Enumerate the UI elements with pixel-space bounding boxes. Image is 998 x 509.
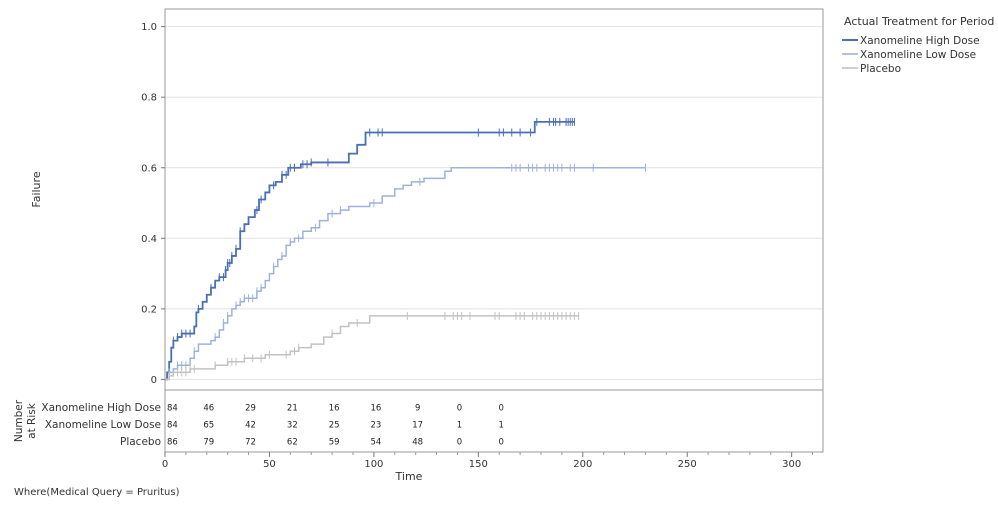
- risk-count: 23: [370, 421, 381, 431]
- where-clause-footnote: Where(Medical Query = Pruritus): [14, 487, 180, 498]
- risk-count: 21: [287, 404, 298, 414]
- plot-area: [165, 26, 823, 381]
- risk-count: 25: [329, 421, 340, 431]
- risk-count: 65: [203, 421, 214, 431]
- risk-count: 16: [329, 404, 340, 414]
- x-tick-label: 250: [678, 459, 697, 470]
- risk-count: 84: [167, 421, 178, 431]
- x-tick-label: 300: [782, 459, 801, 470]
- risk-count: 86: [167, 438, 178, 448]
- risk-count: 79: [203, 438, 214, 448]
- series-line-3: [165, 315, 579, 381]
- legend-entry: Xanomeline Low Dose: [860, 49, 976, 61]
- x-tick-label: 0: [162, 459, 168, 470]
- y-axis-title: Failure: [30, 171, 43, 207]
- x-tick-label: 200: [573, 459, 592, 470]
- risk-row-label: Placebo: [120, 436, 161, 448]
- x-tick-label: 50: [263, 459, 276, 470]
- risk-count: 0: [457, 404, 462, 414]
- risk-count: 42: [245, 421, 256, 431]
- y-tick-label: 0.4: [141, 234, 157, 245]
- legend-entry: Placebo: [860, 63, 901, 75]
- risk-count: 59: [329, 438, 340, 448]
- risk-frame: [164, 389, 824, 453]
- risk-table-title: Number: [13, 399, 25, 442]
- risk-table: Number at Risk Xanomeline High Dose 84 46 29 2…: [13, 399, 504, 448]
- y-tick-label: 0.8: [141, 93, 157, 104]
- series-line-2: [165, 167, 646, 381]
- risk-count: 32: [287, 421, 298, 431]
- risk-count: 1: [457, 421, 462, 431]
- y-tick-label: 0: [151, 375, 157, 386]
- risk-count: 9: [415, 404, 420, 414]
- risk-count: 46: [203, 404, 214, 414]
- legend-title: Actual Treatment for Period 01: [844, 15, 998, 28]
- risk-count: 54: [370, 438, 381, 448]
- risk-count: 29: [245, 404, 256, 414]
- legend-entry: Xanomeline High Dose: [860, 35, 980, 47]
- risk-table-title: at Risk: [26, 402, 38, 439]
- x-tick-label: 150: [469, 459, 488, 470]
- risk-count: 0: [499, 404, 504, 414]
- risk-count: 62: [287, 438, 298, 448]
- risk-count: 1: [499, 421, 504, 431]
- legend: Actual Treatment for Period 01 Xanomeline…: [842, 15, 998, 75]
- risk-count: 16: [370, 404, 381, 414]
- risk-count: 72: [245, 438, 256, 448]
- risk-count: 48: [412, 438, 423, 448]
- x-axis-title: Time: [395, 470, 423, 483]
- risk-count: 17: [412, 421, 423, 431]
- risk-row-label: Xanomeline High Dose: [41, 402, 161, 414]
- y-tick-label: 0.6: [141, 163, 157, 174]
- risk-row-label: Xanomeline Low Dose: [45, 419, 161, 431]
- risk-count: 0: [499, 438, 504, 448]
- risk-count: 0: [457, 438, 462, 448]
- risk-count: 84: [167, 404, 178, 414]
- x-tick-label: 100: [364, 459, 383, 470]
- series-line-1: [165, 120, 575, 381]
- y-tick-label: 0.2: [141, 304, 157, 315]
- y-tick-label: 1.0: [141, 22, 157, 33]
